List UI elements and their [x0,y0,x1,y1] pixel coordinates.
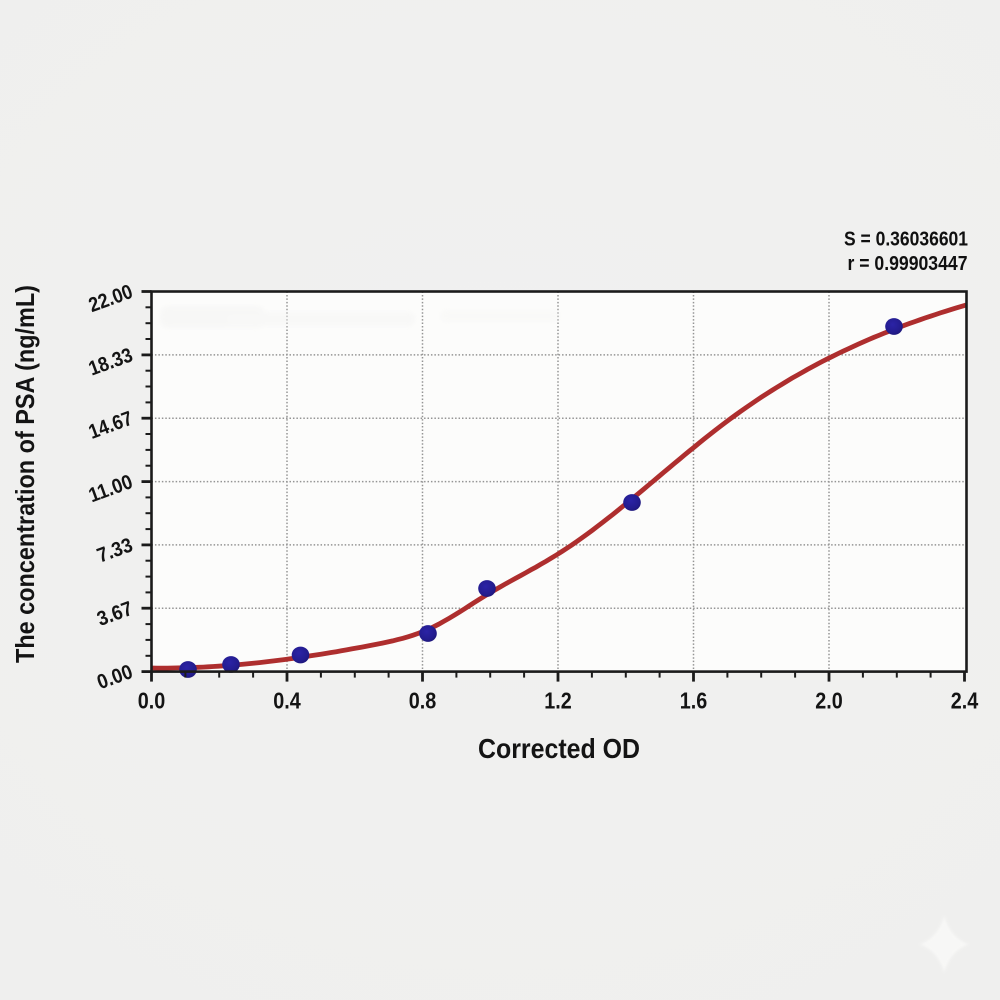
svg-text:The concentration of PSA (ng/m: The concentration of PSA (ng/mL) [10,285,40,663]
svg-text:0.0: 0.0 [138,688,166,714]
svg-text:18.33: 18.33 [86,343,136,380]
svg-text:0.4: 0.4 [273,688,301,714]
svg-text:0.8: 0.8 [409,688,437,714]
svg-text:1.2: 1.2 [544,688,572,714]
svg-text:3.67: 3.67 [94,597,136,631]
svg-text:2.4: 2.4 [951,688,979,714]
svg-text:Corrected OD: Corrected OD [478,733,640,764]
svg-text:2.0: 2.0 [815,688,843,714]
svg-text:11.00: 11.00 [86,470,136,507]
svg-text:1.6: 1.6 [680,688,708,714]
svg-text:r = 0.99903447: r = 0.99903447 [848,252,968,275]
svg-text:0.00: 0.00 [94,660,136,694]
svg-text:22.00: 22.00 [86,280,136,317]
svg-text:14.67: 14.67 [86,407,136,444]
svg-text:S = 0.36036601: S = 0.36036601 [844,228,968,251]
svg-text:7.33: 7.33 [94,533,136,567]
